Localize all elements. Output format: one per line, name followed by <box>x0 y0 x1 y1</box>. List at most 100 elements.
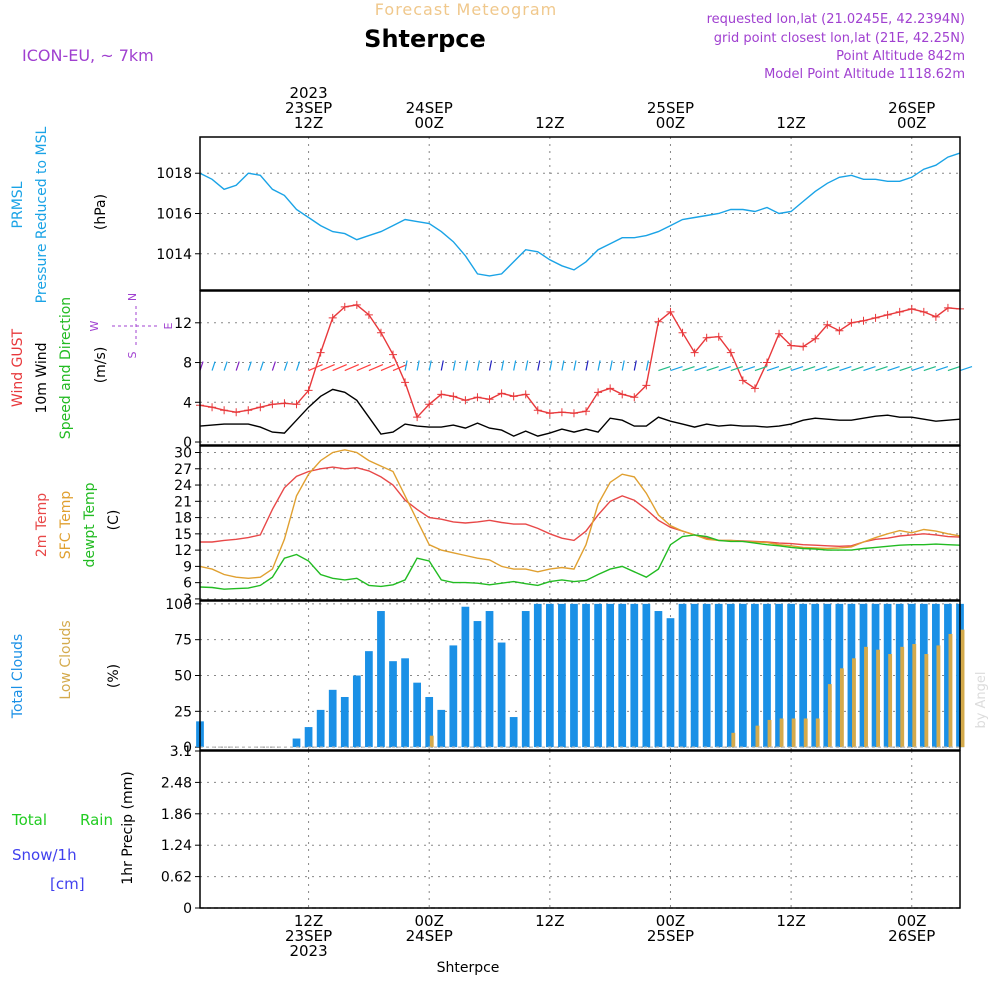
label-wind-gust: Wind GUST <box>10 328 26 407</box>
time-label-bottom: 00Z <box>415 912 444 930</box>
time-label-bottom: 23SEP <box>285 927 332 945</box>
wind-direction-arrow <box>235 361 240 371</box>
wind-direction-arrow <box>283 361 289 371</box>
wind-direction-arrow <box>476 360 481 371</box>
total-cloud-bar <box>425 696 434 748</box>
wind-direction-arrow <box>754 365 768 372</box>
low-cloud-bar <box>731 732 736 748</box>
gust-point <box>509 392 518 401</box>
label-wind-unit: (m/s) <box>93 347 109 384</box>
time-label-top: 12Z <box>776 114 805 132</box>
total-cloud-bar <box>485 611 494 748</box>
total-cloud-bar <box>799 603 808 748</box>
total-cloud-bar <box>533 603 542 748</box>
gust-point <box>919 307 928 316</box>
time-label-bottom: 25SEP <box>647 927 694 945</box>
wind-direction-arrow <box>815 365 828 372</box>
label-low-clouds: Low Clouds <box>58 620 74 699</box>
panel-wind: 0 4 8 12 <box>174 290 973 451</box>
total-cloud-bar <box>570 603 578 748</box>
wind-direction-arrow <box>368 363 384 372</box>
gust-point <box>401 378 410 387</box>
wind-direction-arrow <box>380 363 396 372</box>
footer-location: Shterpce <box>437 960 500 976</box>
total-cloud-bar <box>497 642 506 748</box>
total-cloud-bar <box>847 603 856 748</box>
gust-point <box>569 409 578 418</box>
low-cloud-bar <box>852 658 856 748</box>
point-altitude: Point Altitude 842m <box>836 49 965 64</box>
low-cloud-bar <box>912 643 917 748</box>
gust-point <box>666 307 675 316</box>
label-snow-unit: [cm] <box>50 875 85 893</box>
gust-point <box>750 384 759 393</box>
model-label: ICON-EU, ~ 7km <box>22 46 154 65</box>
gust-point <box>871 313 880 322</box>
gust-point <box>304 386 313 395</box>
y-tick-label: 3 <box>183 592 192 608</box>
total-cloud-bar <box>944 603 952 748</box>
wind-direction-arrow <box>947 365 961 372</box>
series-line-gust <box>199 304 961 419</box>
wind-direction-arrow <box>839 365 852 372</box>
label-total: Total <box>11 811 47 829</box>
wind-direction-arrow <box>778 365 792 372</box>
compass-north: N <box>126 293 139 301</box>
time-label-top: 00Z <box>415 114 444 132</box>
total-cloud-bar <box>811 603 820 748</box>
wind-direction-arrow <box>452 360 456 371</box>
low-cloud-bar <box>755 725 760 748</box>
y-tick-label: 1.24 <box>161 838 192 854</box>
gust-point <box>232 408 241 417</box>
label-temp-2m: 2m Temp <box>34 493 50 557</box>
y-tick-label: 2.48 <box>161 775 192 791</box>
time-label-bottom: 26SEP <box>888 927 935 945</box>
gust-point <box>352 300 361 309</box>
y-tick-label: 18 <box>174 511 192 527</box>
wind-direction-arrow <box>609 360 613 371</box>
time-label-top: 12Z <box>294 114 323 132</box>
total-cloud-bar <box>871 603 880 748</box>
y-tick-label: 1016 <box>156 207 192 223</box>
total-cloud-bar <box>919 603 928 748</box>
total-cloud-bar <box>365 651 373 748</box>
gust-point <box>787 341 796 350</box>
low-cloud-bar <box>960 629 965 748</box>
label-rain: Rain <box>80 811 113 829</box>
gust-point <box>413 413 422 422</box>
low-cloud-bar <box>900 646 905 748</box>
total-cloud-bar <box>932 603 940 748</box>
low-cloud-bar <box>815 718 820 748</box>
gust-point <box>859 316 868 325</box>
time-label-bottom: 00Z <box>897 912 926 930</box>
compass-south: S <box>126 351 139 358</box>
time-label-bottom: 24SEP <box>406 927 453 945</box>
gust-point <box>931 312 940 321</box>
gust-point <box>762 358 771 367</box>
low-cloud-bar <box>876 649 881 748</box>
y-tick-label: 24 <box>174 478 192 494</box>
total-cloud-bar <box>292 738 301 748</box>
total-cloud-bar <box>377 611 385 748</box>
wind-direction-arrow <box>959 365 973 372</box>
gust-point <box>220 406 229 415</box>
wind-direction-arrow <box>464 360 468 371</box>
wind-direction-arrow <box>742 365 756 372</box>
gust-point <box>376 328 385 337</box>
y-tick-label: 9 <box>183 559 192 575</box>
total-cloud-bar <box>594 603 602 748</box>
gust-point <box>545 409 554 418</box>
gust-point <box>280 399 289 408</box>
low-cloud-bar <box>948 633 953 748</box>
wind-direction-arrow <box>223 361 228 371</box>
panel-precip: 0 0.62 1.24 1.86 2.48 3.1 <box>161 744 961 917</box>
time-label-top: 26SEP <box>888 99 935 117</box>
gust-point <box>425 400 434 409</box>
y-tick-label: 0 <box>183 740 192 756</box>
gust-point <box>678 328 687 337</box>
series-line-dewpt <box>199 534 961 590</box>
total-cloud-bar <box>545 603 554 748</box>
y-tick-label: 1018 <box>156 166 192 182</box>
